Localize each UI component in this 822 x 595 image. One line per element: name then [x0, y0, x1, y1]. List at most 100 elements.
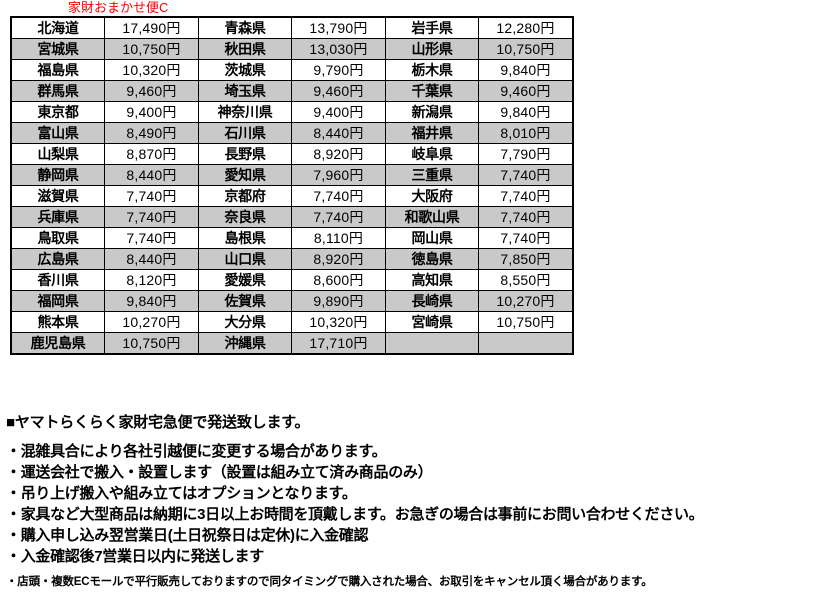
price-cell: 10,750円: [478, 311, 574, 333]
prefecture-cell: 奈良県: [198, 206, 292, 228]
table-row: 東京都 9,400円 神奈川県 9,400円 新潟県 9,840円: [10, 101, 574, 123]
price-cell: 7,740円: [478, 206, 574, 228]
prefecture-cell: 福岡県: [10, 290, 105, 312]
prefecture-cell: 広島県: [10, 248, 105, 270]
prefecture-cell: 富山県: [10, 122, 105, 144]
prefecture-cell: 岐阜県: [385, 143, 479, 165]
notes-fine-print: ・店頭・複数ECモールで平行販売しておりますので同タイミングで購入された場合、お…: [6, 576, 653, 588]
table-row: 山梨県 8,870円 長野県 8,920円 岐阜県 7,790円: [10, 143, 574, 165]
price-cell: 9,840円: [478, 101, 574, 123]
prefecture-cell: 北海道: [10, 16, 105, 39]
price-cell: 8,550円: [478, 269, 574, 291]
price-cell: 13,790円: [291, 16, 386, 39]
prefecture-cell: 茨城県: [198, 59, 292, 81]
prefecture-cell: 香川県: [10, 269, 105, 291]
table-row: 兵庫県 7,740円 奈良県 7,740円 和歌山県 7,740円: [10, 206, 574, 228]
prefecture-cell: 東京都: [10, 101, 105, 123]
price-cell: 10,750円: [478, 38, 574, 60]
prefecture-cell: 京都府: [198, 185, 292, 207]
price-cell: 8,600円: [291, 269, 386, 291]
prefecture-cell: 徳島県: [385, 248, 479, 270]
price-cell: 7,960円: [291, 164, 386, 186]
price-cell: 9,790円: [291, 59, 386, 81]
price-cell: 9,840円: [478, 59, 574, 81]
price-cell: 10,320円: [104, 59, 199, 81]
price-cell: 10,270円: [104, 311, 199, 333]
prefecture-cell: 兵庫県: [10, 206, 105, 228]
page-title: 家財おまかせ便C: [68, 0, 169, 15]
table-row: 熊本県 10,270円 大分県 10,320円 宮崎県 10,750円: [10, 311, 574, 333]
note-line: ・家具など大型商品は納期に3日以上お時間を頂戴します。お急ぎの場合は事前にお問い…: [6, 506, 704, 523]
price-cell: 17,490円: [104, 16, 199, 39]
prefecture-cell: 宮城県: [10, 38, 105, 60]
prefecture-cell: 青森県: [198, 16, 292, 39]
note-line: ・混雑具合により各社引越便に変更する場合があります。: [6, 443, 387, 460]
prefecture-cell: 長崎県: [385, 290, 479, 312]
prefecture-cell: 群馬県: [10, 80, 105, 102]
prefecture-cell: 佐賀県: [198, 290, 292, 312]
prefecture-cell: 熊本県: [10, 311, 105, 333]
table-row: 鹿児島県 10,750円 沖縄県 17,710円: [10, 332, 574, 355]
table-row: 鳥取県 7,740円 島根県 8,110円 岡山県 7,740円: [10, 227, 574, 249]
prefecture-cell: 山口県: [198, 248, 292, 270]
prefecture-cell: 岡山県: [385, 227, 479, 249]
price-table-container: 北海道 17,490円 青森県 13,790円 岩手県 12,280円 宮城県 10,750円…: [10, 16, 574, 355]
price-cell: 7,740円: [104, 227, 199, 249]
prefecture-cell: 大阪府: [385, 185, 479, 207]
price-cell: 8,010円: [478, 122, 574, 144]
price-cell: 8,120円: [104, 269, 199, 291]
price-cell: 8,110円: [291, 227, 386, 249]
price-cell: 8,920円: [291, 143, 386, 165]
price-cell: [478, 332, 574, 355]
price-cell: 9,460円: [291, 80, 386, 102]
table-row: 福島県 10,320円 茨城県 9,790円 栃木県 9,840円: [10, 59, 574, 81]
prefecture-cell: 宮崎県: [385, 311, 479, 333]
shipping-price-table: 北海道 17,490円 青森県 13,790円 岩手県 12,280円 宮城県 10,750円…: [10, 16, 574, 355]
prefecture-cell: 山梨県: [10, 143, 105, 165]
note-line: ・吊り上げ搬入や組み立てはオプションとなります。: [6, 485, 357, 502]
note-line: ・購入申し込み翌営業日(土日祝祭日は定休)に入金確認: [6, 527, 369, 544]
note-line: ・運送会社で搬入・設置します（設置は組み立て済み商品のみ）: [6, 464, 433, 481]
prefecture-cell: 島根県: [198, 227, 292, 249]
prefecture-cell: 千葉県: [385, 80, 479, 102]
table-row: 広島県 8,440円 山口県 8,920円 徳島県 7,850円: [10, 248, 574, 270]
prefecture-cell: [385, 332, 479, 355]
price-cell: 8,440円: [104, 248, 199, 270]
prefecture-cell: 和歌山県: [385, 206, 479, 228]
price-cell: 7,740円: [478, 227, 574, 249]
note-line: ・入金確認後7営業日以内に発送します: [6, 548, 264, 565]
price-cell: 8,440円: [104, 164, 199, 186]
price-cell: 8,490円: [104, 122, 199, 144]
prefecture-cell: 鳥取県: [10, 227, 105, 249]
price-cell: 7,740円: [104, 185, 199, 207]
table-row: 宮城県 10,750円 秋田県 13,030円 山形県 10,750円: [10, 38, 574, 60]
table-row: 静岡県 8,440円 愛知県 7,960円 三重県 7,740円: [10, 164, 574, 186]
price-cell: 7,790円: [478, 143, 574, 165]
prefecture-cell: 栃木県: [385, 59, 479, 81]
prefecture-cell: 福井県: [385, 122, 479, 144]
price-cell: 9,890円: [291, 290, 386, 312]
prefecture-cell: 愛媛県: [198, 269, 292, 291]
prefecture-cell: 大分県: [198, 311, 292, 333]
prefecture-cell: 石川県: [198, 122, 292, 144]
price-cell: 12,280円: [478, 16, 574, 39]
prefecture-cell: 山形県: [385, 38, 479, 60]
price-cell: 10,750円: [104, 332, 199, 355]
prefecture-cell: 高知県: [385, 269, 479, 291]
price-cell: 7,740円: [291, 206, 386, 228]
price-cell: 7,740円: [478, 164, 574, 186]
prefecture-cell: 三重県: [385, 164, 479, 186]
table-row: 富山県 8,490円 石川県 8,440円 福井県 8,010円: [10, 122, 574, 144]
table-row: 滋賀県 7,740円 京都府 7,740円 大阪府 7,740円: [10, 185, 574, 207]
notes-list: ・混雑具合により各社引越便に変更する場合があります。・運送会社で搬入・設置します…: [6, 441, 818, 567]
table-row: 北海道 17,490円 青森県 13,790円 岩手県 12,280円: [10, 16, 574, 39]
prefecture-cell: 新潟県: [385, 101, 479, 123]
price-cell: 8,870円: [104, 143, 199, 165]
notes-heading: ■ヤマトらくらく家財宅急便で発送致します。: [6, 414, 310, 431]
price-cell: 9,460円: [104, 80, 199, 102]
price-cell: 13,030円: [291, 38, 386, 60]
price-cell: 7,740円: [291, 185, 386, 207]
price-cell: 9,460円: [478, 80, 574, 102]
price-table-body: 北海道 17,490円 青森県 13,790円 岩手県 12,280円 宮城県 10,750円…: [10, 16, 574, 355]
price-cell: 10,320円: [291, 311, 386, 333]
